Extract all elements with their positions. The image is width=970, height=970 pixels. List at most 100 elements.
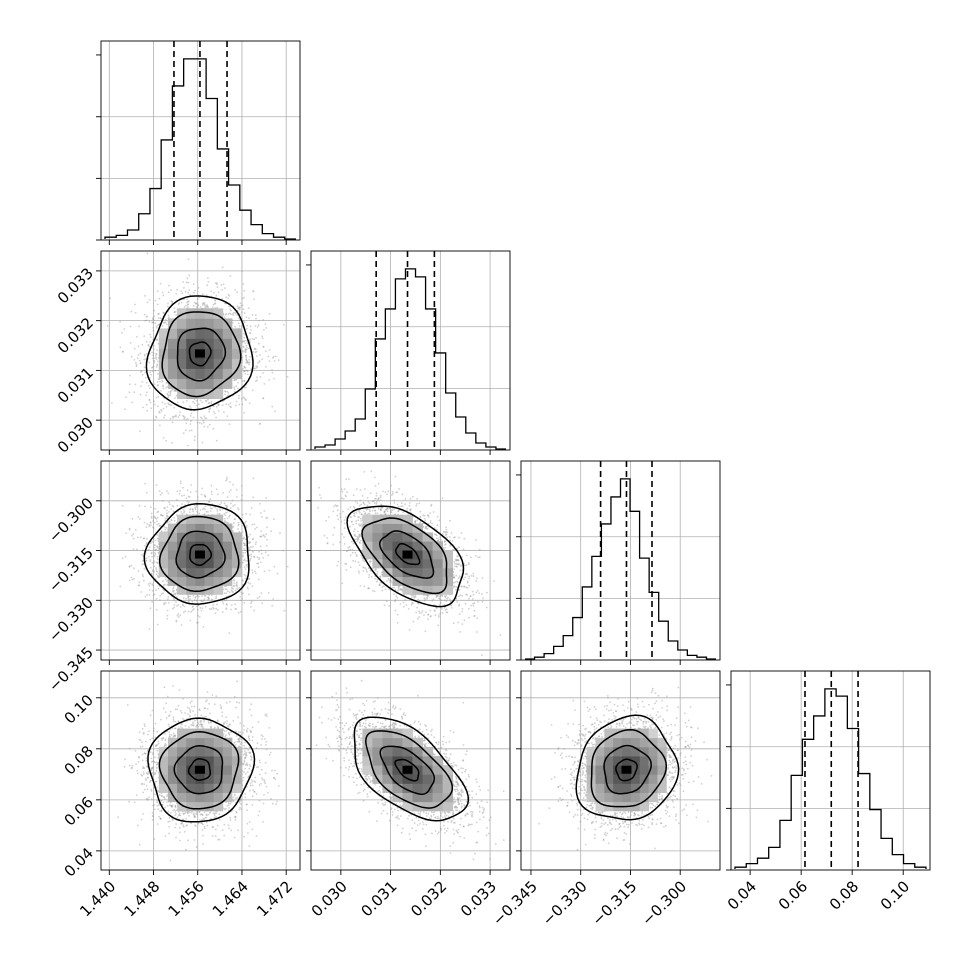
density-cell [158,765,169,775]
density-cell [432,765,444,775]
density-cell [167,746,178,757]
density-cell [595,801,605,812]
density-cell [213,728,224,739]
density-cell [402,585,413,595]
contour-level-0 [394,542,421,566]
density-cell [362,728,373,739]
density-cell [402,801,413,812]
density-cell [195,783,205,793]
density-cell [213,532,224,542]
density-cell [177,746,187,757]
density-cell [630,801,641,812]
density-cell [167,737,178,748]
density-cell [613,737,623,748]
density-cell [167,541,178,551]
density-cell [231,338,242,349]
density-cell [186,756,196,766]
density-cell [613,783,623,793]
density-cell [204,567,215,578]
density-cell [158,338,169,349]
density-cell [392,523,403,533]
density-cell [177,756,187,766]
panel-frame [100,670,301,871]
density-cell [372,756,383,766]
density-cell [195,388,205,399]
density-cell [595,783,605,793]
density-cell [222,348,233,359]
density-cell [213,338,224,349]
density-cell [177,358,187,369]
density-cell [402,514,413,524]
contour-level-1 [603,744,652,795]
density-cell [167,756,178,766]
density-cell [231,558,242,569]
contour-level-2 [365,730,454,809]
density-cell [186,358,196,369]
density-cell [204,792,215,803]
density-cell [158,550,169,560]
density-cell [195,792,205,803]
contour-level-0 [187,758,212,781]
density-cell [195,737,205,748]
density-cell [204,756,215,766]
density-cell [639,728,650,739]
scatter-panel-3-0 [96,670,301,875]
contour-level-2 [161,311,242,398]
density-cell [186,388,196,399]
y-tick-label: 0.08 [61,742,97,778]
density-cell [422,541,433,551]
density-cell [648,728,658,739]
density-cell [195,558,205,569]
density-cell [372,532,383,542]
density-cell [639,765,650,775]
density-cell [195,541,205,551]
density-cell [186,792,196,803]
density-cell [630,783,641,793]
density-cell [613,746,623,757]
density-cell [204,783,215,793]
x-tick-label: 0.04 [724,877,760,913]
density-cell [158,328,169,339]
x-tick-label: 1.440 [76,877,119,920]
density-cell [186,576,196,586]
density-cell [167,774,178,784]
density-peak [402,765,413,774]
density-cell [213,558,224,569]
density-cell [204,585,215,595]
density-cell [402,746,413,757]
density-cell [177,774,187,784]
density-cell [222,550,233,560]
x-tick-label: 1.464 [209,877,252,920]
contour-level-3 [353,716,470,822]
density-cell [392,746,403,757]
density-cell [204,532,215,542]
density-cell [204,737,215,748]
density-cell [213,541,224,551]
density-cell [222,558,233,569]
scatter-panel-2-0 [96,460,301,665]
density-cell [222,541,233,551]
density-cell [442,765,454,775]
density-cell [213,567,224,578]
density-cell [167,550,178,560]
density-cell [213,318,224,329]
density-cell [231,532,242,542]
density-cell [604,765,614,775]
density-cell [613,774,623,784]
density-cell [177,541,187,551]
density-cell [382,746,393,757]
density-cell [177,801,187,812]
density-cell [222,378,233,389]
density-cell [222,532,233,542]
contour-level-0 [188,341,212,367]
density-cell [213,774,224,784]
density-cell [630,756,641,766]
density-cell [204,318,215,329]
density-cell [213,308,224,319]
scatter-panel-2-1 [306,460,511,665]
density-cell [630,737,641,748]
density-cell [204,541,215,551]
contour-level-3 [346,505,465,608]
density-cell [167,567,178,578]
